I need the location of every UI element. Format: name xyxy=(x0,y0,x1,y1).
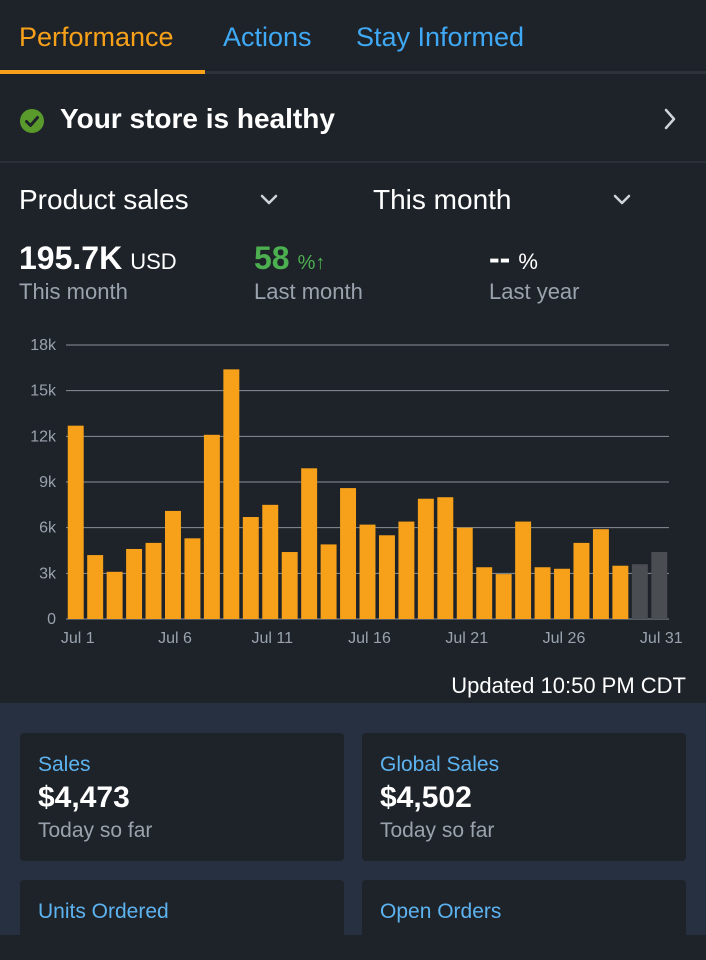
card-title: Units Ordered xyxy=(38,900,169,923)
bar[interactable] xyxy=(417,498,434,619)
period-dropdown[interactable]: This month xyxy=(373,184,512,215)
x-tick-label: Jul 16 xyxy=(348,630,391,647)
bar[interactable] xyxy=(262,504,279,619)
bar[interactable] xyxy=(340,488,357,619)
open-orders-card[interactable]: Open Orders xyxy=(362,880,686,960)
chevron-down-icon[interactable] xyxy=(259,190,279,215)
bar[interactable] xyxy=(67,425,84,619)
card-title: Sales xyxy=(38,753,91,776)
stat-total-value: 195.7K USD xyxy=(19,240,177,276)
card-subtitle: Today so far xyxy=(38,819,153,842)
metric-dropdown[interactable]: Product sales xyxy=(19,184,189,215)
x-tick-label: Jul 31 xyxy=(640,630,683,647)
bar[interactable] xyxy=(515,521,532,619)
bar[interactable] xyxy=(476,567,493,619)
bar[interactable] xyxy=(651,552,668,619)
y-tick-label: 6k xyxy=(39,520,57,537)
bar[interactable] xyxy=(165,510,181,619)
stat-total-label: This month xyxy=(19,279,128,304)
bar[interactable] xyxy=(301,468,318,619)
bar[interactable] xyxy=(203,434,220,619)
stat-last-year-value: --% xyxy=(489,240,538,276)
x-tick-label: Jul 1 xyxy=(61,630,95,647)
card-value: $4,473 xyxy=(38,781,130,814)
x-tick-label: Jul 26 xyxy=(543,630,586,647)
bar[interactable] xyxy=(106,571,123,619)
summary-cards-section: Sales $4,473 Today so far Global Sales $… xyxy=(0,703,706,960)
bar[interactable] xyxy=(437,497,454,619)
bar[interactable] xyxy=(126,548,143,619)
sales-bar-chart: 0 3k 6k 9k 12k 15k 18k Jul 1 Jul 6 Jul 11 Jul 16 Ju… xyxy=(30,337,683,647)
bar[interactable] xyxy=(495,574,512,619)
stat-last-month-value: 58 %↑ xyxy=(254,240,326,276)
bar[interactable] xyxy=(573,542,590,619)
x-tick-label: Jul 6 xyxy=(158,630,192,647)
bar[interactable] xyxy=(320,544,337,619)
x-tick-label: Jul 11 xyxy=(251,630,293,647)
bar[interactable] xyxy=(554,568,570,619)
y-tick-label: 12k xyxy=(30,428,57,445)
card-value: $4,502 xyxy=(380,781,472,814)
active-tab-indicator xyxy=(0,70,205,74)
stat-last-month-label: Last month xyxy=(254,279,363,304)
sales-card[interactable]: Sales $4,473 Today so far xyxy=(20,733,344,861)
bar[interactable] xyxy=(184,538,201,619)
tab-bar: Performance Actions Stay Informed xyxy=(0,0,706,74)
store-health-row[interactable]: Your store is healthy xyxy=(0,77,706,163)
y-tick-label: 18k xyxy=(30,337,57,354)
stat-last-year-label: Last year xyxy=(489,279,580,304)
bar[interactable] xyxy=(378,535,395,619)
bar[interactable] xyxy=(631,564,648,619)
tab-performance[interactable]: Performance xyxy=(19,22,174,52)
bar[interactable] xyxy=(456,527,473,619)
units-ordered-card[interactable]: Units Ordered xyxy=(20,880,344,960)
y-tick-label: 3k xyxy=(39,565,57,582)
y-tick-label: 9k xyxy=(39,474,57,491)
bar[interactable] xyxy=(592,529,609,619)
bar[interactable] xyxy=(534,567,551,619)
card-title: Open Orders xyxy=(380,900,502,923)
tab-stay-informed[interactable]: Stay Informed xyxy=(356,22,525,52)
bar[interactable] xyxy=(612,565,629,619)
bar[interactable] xyxy=(145,542,162,619)
updated-timestamp: Updated 10:50 PM CDT xyxy=(451,673,686,698)
y-tick-label: 0 xyxy=(47,611,56,628)
bar[interactable] xyxy=(359,524,376,619)
bar[interactable] xyxy=(223,369,240,619)
x-tick-label: Jul 21 xyxy=(445,630,488,647)
tab-actions[interactable]: Actions xyxy=(223,22,312,52)
global-sales-card[interactable]: Global Sales $4,502 Today so far xyxy=(362,733,686,861)
store-health-title: Your store is healthy xyxy=(60,103,335,134)
bar[interactable] xyxy=(87,555,104,619)
bar[interactable] xyxy=(281,552,298,619)
bar[interactable] xyxy=(242,517,259,619)
card-subtitle: Today so far xyxy=(380,819,495,842)
chevron-right-icon[interactable] xyxy=(660,105,680,138)
card-title: Global Sales xyxy=(380,753,500,776)
chevron-down-icon[interactable] xyxy=(612,190,632,215)
check-circle-icon xyxy=(20,109,44,133)
bar[interactable] xyxy=(398,521,415,619)
y-tick-label: 15k xyxy=(30,383,57,400)
